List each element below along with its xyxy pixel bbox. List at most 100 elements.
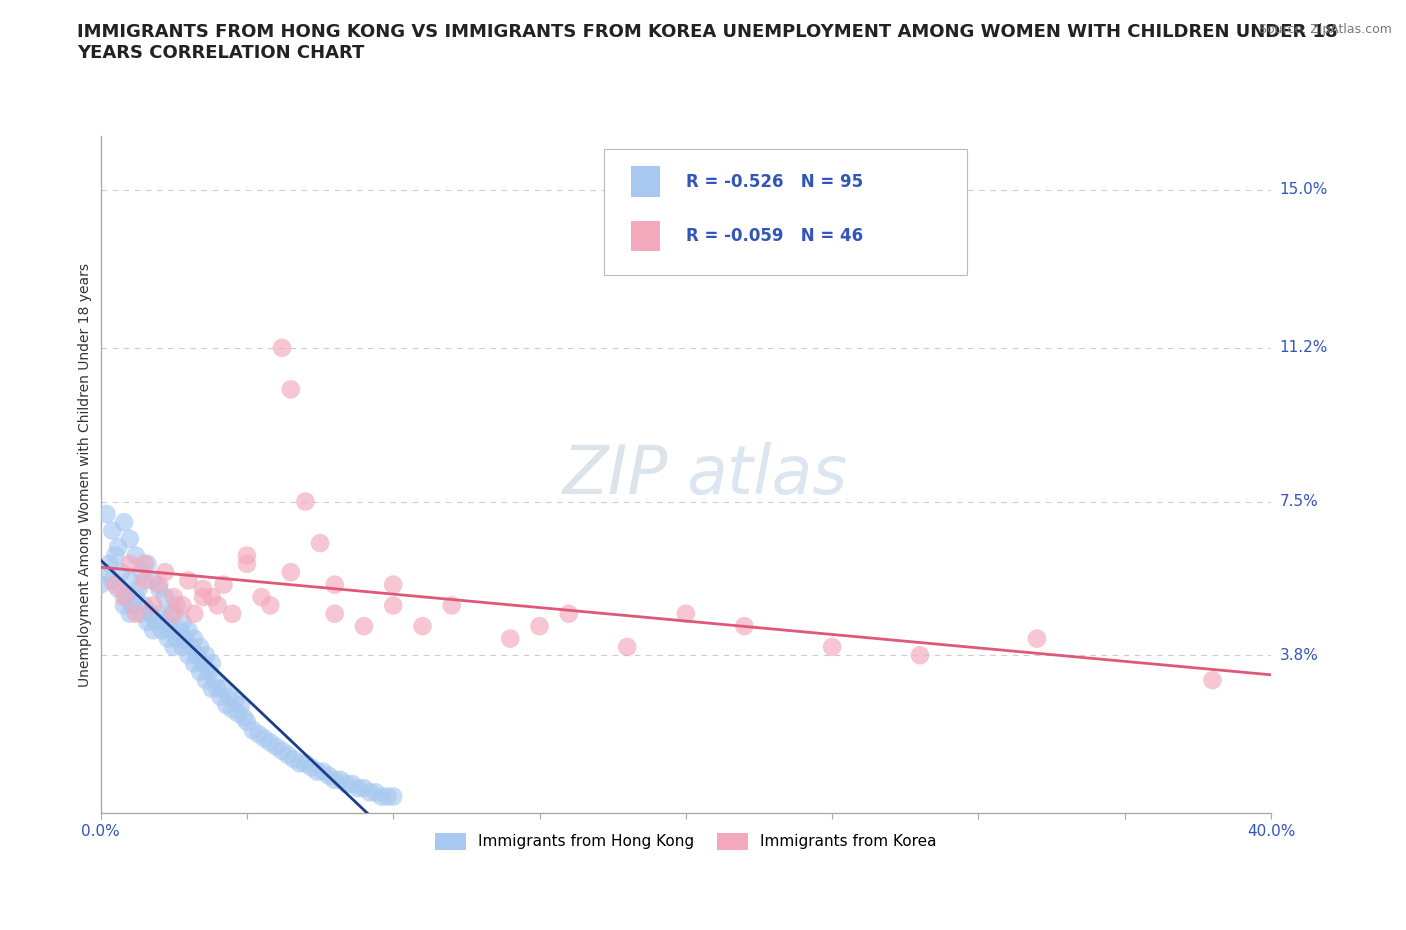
Point <box>134 573 156 588</box>
Text: atlas: atlas <box>686 442 846 508</box>
Point <box>90 578 112 592</box>
Text: 3.8%: 3.8% <box>1279 648 1319 663</box>
Point <box>1201 672 1223 687</box>
FancyBboxPatch shape <box>631 166 659 197</box>
Point <box>131 606 153 621</box>
Point <box>370 789 392 804</box>
Point <box>236 714 259 729</box>
Point <box>145 615 167 630</box>
Point <box>236 548 259 563</box>
Text: Source: ZipAtlas.com: Source: ZipAtlas.com <box>1258 23 1392 36</box>
Point <box>299 760 322 775</box>
Text: IMMIGRANTS FROM HONG KONG VS IMMIGRANTS FROM KOREA UNEMPLOYMENT AMONG WOMEN WITH: IMMIGRANTS FROM HONG KONG VS IMMIGRANTS … <box>77 23 1339 62</box>
Point <box>382 789 405 804</box>
Point <box>121 598 143 613</box>
Point <box>353 618 375 633</box>
Point <box>250 590 273 604</box>
Point <box>118 606 141 621</box>
Point <box>172 598 194 613</box>
Point <box>209 689 232 704</box>
Point <box>675 606 697 621</box>
Point <box>558 606 581 621</box>
Point <box>148 581 170 596</box>
Point <box>264 739 287 754</box>
Point <box>280 565 302 579</box>
Point <box>207 598 229 613</box>
Point <box>112 598 135 613</box>
Point <box>139 606 162 621</box>
Text: 0.0%: 0.0% <box>82 824 120 839</box>
Point <box>271 340 294 355</box>
Point <box>142 573 165 588</box>
Point <box>172 615 194 630</box>
Point <box>247 726 270 741</box>
Point <box>204 672 226 687</box>
Text: R = -0.059   N = 46: R = -0.059 N = 46 <box>686 227 863 246</box>
Point <box>259 598 281 613</box>
Point <box>96 565 118 579</box>
Text: 11.2%: 11.2% <box>1279 340 1327 355</box>
Point <box>191 657 214 671</box>
Point <box>309 536 332 551</box>
Point <box>188 664 211 679</box>
Text: 40.0%: 40.0% <box>1247 824 1295 839</box>
Point <box>377 789 399 804</box>
Point <box>118 531 141 546</box>
Point <box>101 524 124 538</box>
Point <box>236 556 259 571</box>
Point <box>1026 631 1049 646</box>
Point <box>307 764 329 779</box>
Point <box>183 606 205 621</box>
Point <box>177 623 200 638</box>
Text: 15.0%: 15.0% <box>1279 182 1327 197</box>
Point <box>183 631 205 646</box>
Point <box>96 507 118 522</box>
Point <box>294 494 316 509</box>
Point <box>166 598 188 613</box>
Point <box>194 648 217 663</box>
Point <box>104 578 127 592</box>
Point <box>194 672 217 687</box>
Text: R = -0.526   N = 95: R = -0.526 N = 95 <box>686 173 863 191</box>
Point <box>183 657 205 671</box>
Point <box>318 768 340 783</box>
Point <box>163 606 186 621</box>
Point <box>159 606 181 621</box>
Point <box>280 382 302 397</box>
Point <box>186 648 208 663</box>
Point <box>177 573 200 588</box>
Point <box>134 556 156 571</box>
Point <box>499 631 522 646</box>
Point <box>271 743 294 758</box>
Point <box>221 702 243 717</box>
Point <box>125 590 148 604</box>
Point <box>98 556 121 571</box>
Point <box>188 640 211 655</box>
Point <box>212 578 235 592</box>
Point <box>221 606 243 621</box>
Point <box>283 751 305 766</box>
Point <box>312 764 335 779</box>
Point <box>174 631 197 646</box>
Point <box>198 664 221 679</box>
Point <box>277 748 299 763</box>
Point <box>134 598 156 613</box>
Point <box>166 631 188 646</box>
Point <box>215 698 238 712</box>
Point <box>125 548 148 563</box>
Point <box>353 781 375 796</box>
Point <box>150 623 173 638</box>
Point <box>191 581 214 596</box>
Point <box>323 578 346 592</box>
Point <box>112 590 135 604</box>
Y-axis label: Unemployment Among Women with Children Under 18 years: Unemployment Among Women with Children U… <box>79 262 93 686</box>
Point <box>201 681 224 696</box>
Point <box>224 694 246 709</box>
Point <box>131 565 153 579</box>
Point <box>294 756 316 771</box>
Point <box>142 623 165 638</box>
Point <box>107 539 129 554</box>
Point <box>226 706 249 721</box>
Point <box>110 565 132 579</box>
Point <box>529 618 551 633</box>
